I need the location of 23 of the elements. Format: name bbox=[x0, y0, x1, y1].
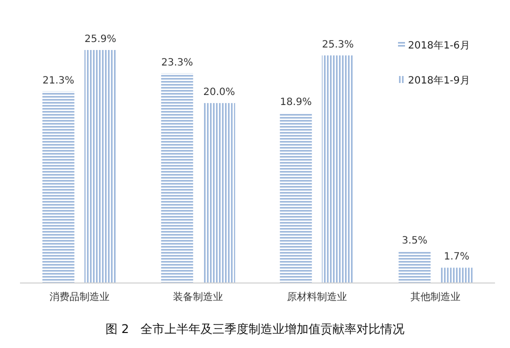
x-tick-label: 其他制造业 bbox=[410, 291, 461, 303]
text: 图 2 全市上半年及三季度制造业增加值贡献率对比情况 bbox=[106, 322, 404, 336]
bar bbox=[322, 55, 354, 283]
x-tick-label: 原材料制造业 bbox=[286, 291, 347, 303]
x-tick-label: 装备制造业 bbox=[173, 291, 224, 303]
legend-label: 2018年1-9月 bbox=[408, 74, 470, 86]
data-label: 23.3% bbox=[161, 57, 194, 68]
data-label: 25.9% bbox=[84, 34, 116, 45]
x-tick-label: 消费品制造业 bbox=[49, 291, 110, 303]
bar bbox=[398, 252, 431, 283]
bar bbox=[440, 268, 473, 283]
data-label: 20.0% bbox=[203, 87, 236, 98]
bar bbox=[203, 103, 236, 283]
data-label: 18.9% bbox=[280, 96, 312, 108]
bar bbox=[84, 50, 116, 283]
bar bbox=[280, 112, 312, 283]
data-label: 1.7% bbox=[444, 252, 470, 263]
data-label: 21.3% bbox=[42, 75, 74, 86]
bar bbox=[42, 91, 74, 283]
bar bbox=[161, 73, 194, 283]
legend-label: 2018年1-6月 bbox=[408, 40, 470, 52]
data-label: 25.3% bbox=[322, 39, 354, 50]
data-label: 3.5% bbox=[402, 236, 428, 247]
